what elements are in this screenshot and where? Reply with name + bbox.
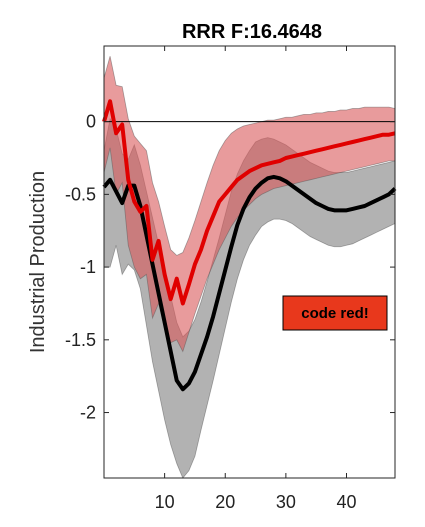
x-tick-label: 10 [155, 492, 175, 512]
annotation-box: code red! [283, 296, 387, 330]
y-tick-label: -1.5 [65, 330, 96, 350]
y-tick-label: -1 [80, 257, 96, 277]
x-tick-label: 30 [276, 492, 296, 512]
x-tick-label: 20 [215, 492, 235, 512]
plot-area: 0 -0.5 -1 -1.5 -2 10 20 30 40 [65, 46, 395, 512]
confidence-bands [104, 56, 395, 478]
y-tick-label: 0 [86, 112, 96, 132]
annotation-text: code red! [301, 305, 369, 322]
chart-title: RRR F:16.4648 [182, 21, 322, 43]
x-tick-label: 40 [336, 492, 356, 512]
y-tick-label: -2 [80, 403, 96, 423]
y-axis-label: Industrial Production [27, 171, 49, 353]
y-tick-label: -0.5 [65, 184, 96, 204]
